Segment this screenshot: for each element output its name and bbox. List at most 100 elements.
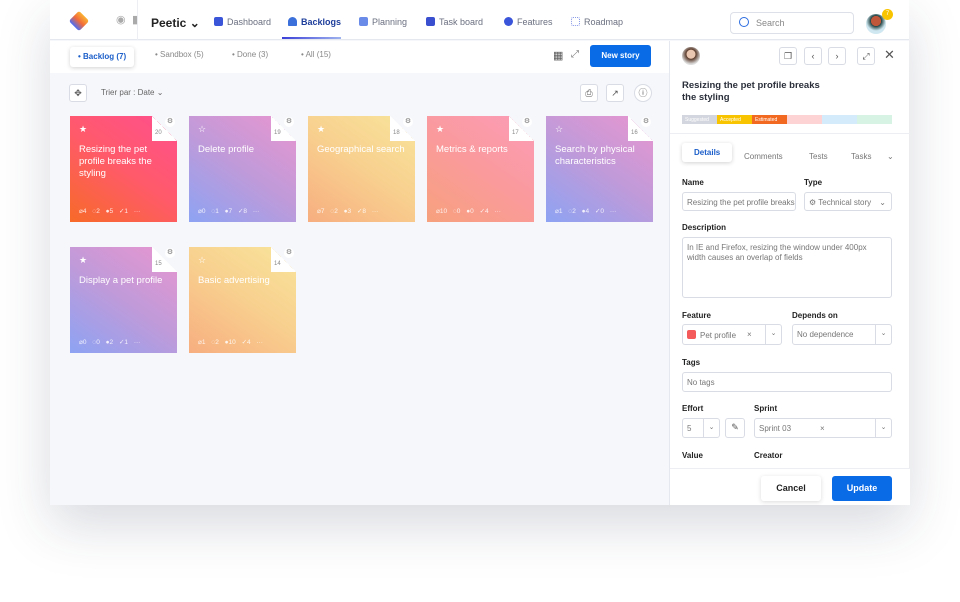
tags-input[interactable]: No tags: [682, 372, 892, 392]
type-select[interactable]: ⚙ Technical story ⌄: [804, 192, 892, 211]
clear-icon[interactable]: ×: [747, 330, 752, 339]
card-number: 16: [631, 130, 638, 136]
grid-view-icon[interactable]: ▦: [553, 50, 564, 62]
chevron-down-icon[interactable]: ⌄: [875, 325, 891, 344]
app-window: ◉ ▮ Peetic ⌄ Dashboard Backlogs Planning…: [50, 0, 910, 505]
sprint-select[interactable]: Sprint 03 × ⌄: [754, 418, 892, 438]
close-icon[interactable]: ✕: [884, 47, 895, 62]
effort-value: 5: [687, 424, 692, 433]
description-textarea[interactable]: In IE and Firefox, resizing the window u…: [682, 237, 892, 298]
chevron-down-icon[interactable]: ⌄: [765, 325, 781, 344]
chevron-down-icon[interactable]: ⌄: [703, 419, 719, 437]
star-filled-icon[interactable]: ★: [317, 124, 326, 134]
nav-backlogs[interactable]: Backlogs: [288, 17, 341, 27]
star-filled-icon[interactable]: ★: [436, 124, 445, 134]
card-number: 17: [512, 130, 519, 136]
card-stats: ⌀1 ◌2 ●4 ✓0 ···: [555, 208, 617, 215]
divider: [670, 133, 910, 134]
sort-dropdown[interactable]: Trier par : Date ⌄: [101, 88, 164, 97]
tab-label: Sandbox (5): [160, 50, 204, 59]
status-step: Suggested: [682, 115, 717, 124]
search-input[interactable]: Search: [730, 12, 854, 34]
info-icon[interactable]: ⓘ: [634, 84, 652, 102]
nav-dashboard[interactable]: Dashboard: [214, 17, 271, 27]
next-button[interactable]: ›: [828, 47, 846, 65]
nav-label: Planning: [372, 17, 408, 27]
gear-icon[interactable]: ⚙: [165, 248, 175, 258]
creator-label: Creator: [754, 451, 783, 460]
export-icon[interactable]: ↗: [606, 84, 624, 102]
new-story-button[interactable]: New story: [590, 45, 651, 67]
gear-icon[interactable]: ⚙: [284, 117, 294, 127]
tab-backlog[interactable]: • Backlog (7): [70, 47, 135, 67]
status-step: [822, 115, 857, 124]
tags-label: Tags: [682, 358, 701, 367]
taskboard-icon: [426, 17, 435, 26]
nav-planning[interactable]: Planning: [359, 17, 407, 27]
depends-select[interactable]: No dependence ⌄: [792, 324, 892, 345]
effort-label: Effort: [682, 404, 704, 413]
star-outline-icon[interactable]: ☆: [555, 124, 564, 134]
tab-tests[interactable]: Tests: [809, 152, 828, 161]
project-name: Peetic: [151, 16, 187, 30]
card-number: 14: [274, 261, 281, 267]
tab-all[interactable]: • All (15): [301, 50, 331, 59]
star-filled-icon[interactable]: ★: [79, 124, 88, 134]
tab-done[interactable]: • Done (3): [232, 50, 269, 59]
print-icon[interactable]: ⎙: [580, 84, 598, 102]
panel-footer: Cancel Update: [670, 468, 910, 505]
nav-taskboard[interactable]: Task board: [426, 17, 483, 27]
app-logo[interactable]: [68, 10, 90, 32]
nav-features[interactable]: Features: [504, 17, 553, 27]
planning-icon: [359, 17, 368, 26]
backlog-toolbar: • Backlog (7) • Sandbox (5) • Done (3) •…: [50, 41, 669, 73]
gear-icon[interactable]: ⚙: [284, 248, 294, 258]
card-stats: ⌀0 ◌1 ●7 ✓8 ···: [198, 208, 260, 215]
gear-icon[interactable]: ⚙: [641, 117, 651, 127]
star-outline-icon[interactable]: ☆: [198, 124, 207, 134]
tab-label: Backlog (7): [83, 52, 127, 61]
fullscreen-icon[interactable]: ⤢: [857, 47, 875, 65]
star-outline-icon[interactable]: ☆: [198, 255, 207, 265]
nav-label: Features: [517, 17, 553, 27]
card-number: 20: [155, 130, 162, 136]
puzzle-icon: [504, 17, 513, 26]
previous-button[interactable]: ‹: [804, 47, 822, 65]
feature-select[interactable]: Pet profile × ⌄: [682, 324, 782, 345]
tab-details[interactable]: Details: [682, 143, 732, 162]
tab-comments[interactable]: Comments: [744, 152, 783, 161]
story-card[interactable]: ★ Metrics & reports ⌀10 ◌0 ●0 ✓4 ···: [427, 116, 534, 222]
effort-select[interactable]: 5 ⌄: [682, 418, 720, 438]
document-icon[interactable]: ▮: [132, 14, 139, 26]
type-label: Type: [804, 178, 823, 187]
name-field[interactable]: Resizing the pet profile breaks the styl…: [682, 192, 796, 211]
tab-sandbox[interactable]: • Sandbox (5): [155, 50, 204, 59]
move-icon[interactable]: ✥: [69, 84, 87, 102]
expand-icon[interactable]: ⤢: [571, 49, 579, 60]
creator-avatar: [682, 47, 700, 65]
value-label: Value: [682, 451, 703, 460]
card-number: 19: [274, 130, 281, 136]
duplicate-icon[interactable]: ❐: [779, 47, 797, 65]
gear-icon[interactable]: ⚙: [403, 117, 413, 127]
gear-icon[interactable]: ⚙: [522, 117, 532, 127]
notification-badge[interactable]: 7: [882, 9, 893, 20]
more-tabs-chevron-icon[interactable]: ⌄: [887, 152, 894, 161]
tab-tasks[interactable]: Tasks: [851, 152, 872, 161]
roadmap-icon: [571, 17, 580, 26]
clear-icon[interactable]: ×: [820, 424, 825, 433]
user-avatar[interactable]: [866, 14, 886, 34]
depends-label: Depends on: [792, 311, 838, 320]
nav-roadmap[interactable]: Roadmap: [571, 17, 623, 27]
top-nav: ◉ ▮ Peetic ⌄ Dashboard Backlogs Planning…: [50, 0, 909, 40]
cancel-button[interactable]: Cancel: [761, 476, 821, 501]
gear-icon[interactable]: ⚙: [165, 117, 175, 127]
status-bar: Suggested Accepted Estimated: [682, 115, 892, 124]
eye-icon[interactable]: ◉: [116, 14, 126, 26]
update-button[interactable]: Update: [832, 476, 892, 501]
star-filled-icon[interactable]: ★: [79, 255, 88, 265]
chevron-down-icon[interactable]: ⌄: [875, 419, 891, 437]
edit-pencil-icon[interactable]: ✎: [725, 418, 745, 438]
nav-label: Dashboard: [227, 17, 272, 27]
project-selector[interactable]: Peetic ⌄: [151, 16, 200, 30]
